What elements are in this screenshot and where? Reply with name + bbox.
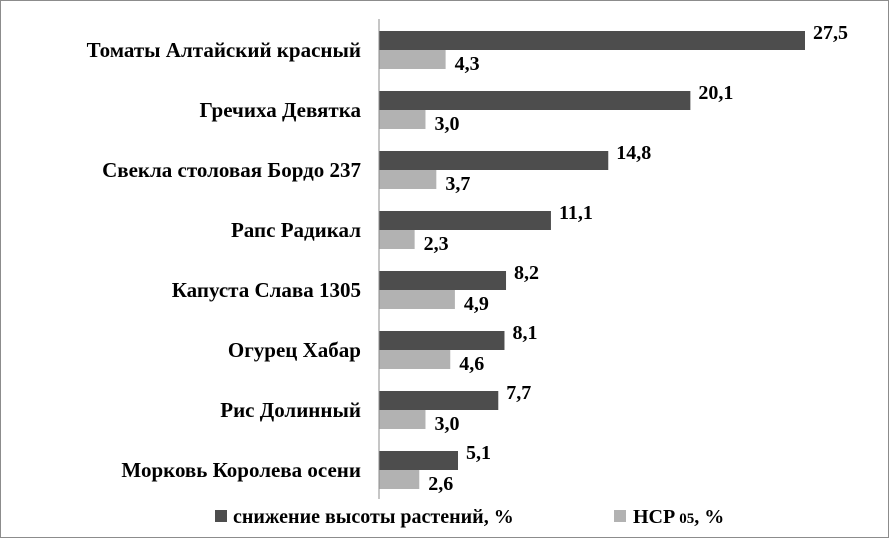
legend-label-series-2-subscript: 05 (679, 511, 694, 527)
data-label-series-1: 27,5 (813, 22, 848, 44)
category-label: Свекла столовая Бордо 237 (102, 158, 361, 182)
legend-swatch-series-2 (614, 510, 626, 522)
category-label: Гречиха Девятка (200, 98, 362, 122)
category-label: Морковь Королева осени (121, 458, 361, 482)
bar-series-1 (379, 391, 499, 410)
labels-group: Томаты Алтайский красный 27,5 4,3 Гречиха Д… (87, 22, 848, 495)
legend-label-series-2: НСР 05, % (633, 506, 724, 528)
data-label-series-2: 4,6 (459, 353, 484, 375)
legend-label-series-1: снижение высоты растений, % (233, 506, 514, 528)
data-label-series-1: 7,7 (506, 382, 531, 404)
data-label-series-2: 3,0 (434, 113, 459, 135)
bar-series-2 (379, 170, 437, 189)
bar-series-1 (379, 271, 507, 290)
data-label-series-1: 8,1 (512, 322, 537, 344)
data-label-series-1: 11,1 (559, 202, 593, 224)
category-label: Томаты Алтайский красный (87, 38, 361, 62)
data-label-series-1: 14,8 (616, 142, 651, 164)
bar-series-2 (379, 470, 420, 489)
legend-swatch-series-1 (215, 510, 227, 522)
data-label-series-1: 20,1 (698, 82, 733, 104)
category-label: Огурец Хабар (228, 338, 361, 362)
legend-label-series-2-unit: , % (694, 506, 724, 528)
bar-series-1 (379, 451, 459, 470)
category-label: Рис Долинный (220, 398, 361, 422)
legend: снижение высоты растений, % НСР 05, % (215, 506, 724, 528)
bars-group (379, 31, 805, 489)
bar-series-1 (379, 331, 505, 350)
bar-series-2 (379, 50, 446, 69)
bar-series-2 (379, 230, 415, 249)
legend-label-series-2-main: НСР (633, 506, 675, 528)
bar-series-2 (379, 290, 455, 309)
category-label: Рапс Радикал (231, 218, 361, 242)
bar-series-1 (379, 91, 691, 110)
category-label: Капуста Слава 1305 (172, 278, 361, 302)
data-label-series-2: 2,6 (428, 473, 453, 495)
bar-series-2 (379, 350, 451, 369)
bar-series-1 (379, 211, 551, 230)
data-label-series-2: 3,0 (434, 413, 459, 435)
data-label-series-1: 8,2 (514, 262, 539, 284)
data-label-series-1: 5,1 (466, 442, 491, 464)
bar-series-1 (379, 151, 609, 170)
bar-series-1 (379, 31, 805, 50)
data-label-series-2: 4,3 (455, 53, 480, 75)
bar-series-2 (379, 110, 426, 129)
data-label-series-2: 3,7 (445, 173, 470, 195)
data-label-series-2: 2,3 (424, 233, 449, 255)
bar-series-2 (379, 410, 426, 429)
data-label-series-2: 4,9 (464, 293, 489, 315)
